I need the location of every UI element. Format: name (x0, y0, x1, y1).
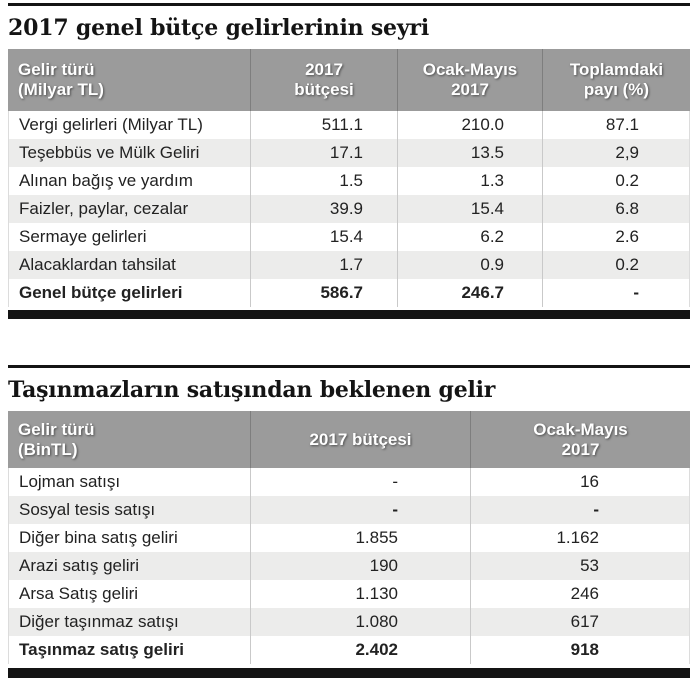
cell-value: 13.5 (397, 139, 542, 167)
row-label: Lojman satışı (19, 472, 121, 491)
cell-value: 1.080 (250, 608, 470, 636)
table-total-row: Taşınmaz satış geliri 2.402 918 (9, 636, 689, 664)
table1-header: Gelir türü (Milyar TL) 2017 bütçesi Ocak… (8, 49, 690, 111)
cell-value: 0.2 (542, 251, 689, 279)
table-total-row: Genel bütçe gelirleri 586.7 246.7 - (9, 279, 689, 307)
cell-value: 511.1 (250, 111, 397, 139)
row-label: Alınan bağış ve yardım (19, 171, 193, 190)
header-line: Ocak-Mayıs (422, 60, 518, 79)
row-label: Diğer bina satış geliri (19, 528, 178, 547)
table2-header-ocak-mayis: Ocak-Mayıs 2017 (470, 411, 690, 468)
table2-header-2017-butcesi: 2017 bütçesi (250, 411, 470, 468)
table-row: Sermaye gelirleri 15.4 6.2 2.6 (9, 223, 689, 251)
cell-value: 246.7 (397, 279, 542, 307)
table-row: Arsa Satış geliri 1.130 246 (9, 580, 689, 608)
cell-value: 1.130 (250, 580, 470, 608)
cell-value: 6.2 (397, 223, 542, 251)
header-line: 2017 (451, 80, 489, 99)
cell-value: 210.0 (397, 111, 542, 139)
header-line: Ocak-Mayıs (533, 419, 628, 439)
row-label: Genel bütçe gelirleri (19, 283, 183, 302)
row-label: Alacaklardan tahsilat (19, 255, 176, 274)
cell-value: 53 (470, 552, 689, 580)
cell-value: 586.7 (250, 279, 397, 307)
section-divider-rule (8, 365, 690, 368)
page: 2017 genel bütçe gelirlerinin seyri Geli… (0, 3, 698, 678)
header-line: payı (%) (583, 80, 650, 99)
cell-value: 39.9 (250, 195, 397, 223)
table2-header: Gelir türü (BinTL) 2017 bütçesi Ocak-May… (8, 411, 690, 468)
row-label: Taşınmaz satış geliri (19, 640, 185, 659)
cell-value: 15.4 (397, 195, 542, 223)
cell-value: 15.4 (250, 223, 397, 251)
table1-title: 2017 genel bütçe gelirlerinin seyri (8, 15, 429, 41)
row-label: Diğer taşınmaz satışı (19, 612, 179, 631)
table1-header-gelir-turu: Gelir türü (Milyar TL) (8, 49, 250, 111)
header-line: Toplamdaki (569, 60, 664, 79)
cell-value: 918 (470, 636, 689, 664)
table1-header-ocak-mayis: Ocak-Mayıs 2017 (397, 49, 542, 111)
top-rule (8, 3, 690, 6)
cell-value: 87.1 (542, 111, 689, 139)
cell-value: 1.855 (250, 524, 470, 552)
table2-title: Taşınmazların satışından beklenen gelir (8, 377, 496, 403)
table1-header-2017-butcesi: 2017 bütçesi (250, 49, 397, 111)
cell-value: 0.9 (397, 251, 542, 279)
table-row: Alacaklardan tahsilat 1.7 0.9 0.2 (9, 251, 689, 279)
table1-body: Vergi gelirleri (Milyar TL) 511.1 210.0 … (8, 111, 690, 307)
property-sales-section: Taşınmazların satışından beklenen gelir … (8, 377, 690, 678)
header-line: 2017 bütçesi (309, 429, 412, 449)
row-label: Arazi satış geliri (19, 556, 139, 575)
cell-value: 2.402 (250, 636, 470, 664)
cell-value: 2,9 (542, 139, 689, 167)
cell-value: 6.8 (542, 195, 689, 223)
table2-bottom-bar (8, 668, 690, 678)
header-line: Gelir türü (18, 60, 95, 79)
cell-value: 16 (470, 468, 689, 496)
table-row: Teşebbüs ve Mülk Geliri 17.1 13.5 2,9 (9, 139, 689, 167)
cell-value: - (250, 496, 470, 524)
cell-value: - (470, 496, 689, 524)
header-line: 2017 (305, 60, 343, 79)
cell-value: 246 (470, 580, 689, 608)
cell-value: - (250, 468, 470, 496)
table1-header-toplamdaki-payi: Toplamdaki payı (%) (542, 49, 690, 111)
cell-value: 1.162 (470, 524, 689, 552)
row-label: Faizler, paylar, cezalar (19, 199, 189, 218)
row-label: Sermaye gelirleri (19, 227, 147, 246)
row-label: Vergi gelirleri (Milyar TL) (19, 115, 203, 134)
row-label: Sosyal tesis satışı (19, 500, 156, 519)
budget-revenues-section: 2017 genel bütçe gelirlerinin seyri Geli… (8, 15, 690, 319)
row-label: Arsa Satış geliri (19, 584, 139, 603)
cell-value: 617 (470, 608, 689, 636)
table2-header-gelir-turu: Gelir türü (BinTL) (8, 411, 250, 468)
header-line: (Milyar TL) (18, 80, 104, 99)
cell-value: 1.7 (250, 251, 397, 279)
table-row: Faizler, paylar, cezalar 39.9 15.4 6.8 (9, 195, 689, 223)
cell-value: 1.3 (397, 167, 542, 195)
cell-value: 0.2 (542, 167, 689, 195)
header-line: bütçesi (294, 80, 354, 99)
table-row: Vergi gelirleri (Milyar TL) 511.1 210.0 … (9, 111, 689, 139)
table1-bottom-bar (8, 310, 690, 319)
cell-value: - (542, 279, 689, 307)
table-row: Sosyal tesis satışı - - (9, 496, 689, 524)
row-label: Teşebbüs ve Mülk Geliri (19, 143, 200, 162)
table-row: Arazi satış geliri 190 53 (9, 552, 689, 580)
table-row: Diğer taşınmaz satışı 1.080 617 (9, 608, 689, 636)
table-row: Lojman satışı - 16 (9, 468, 689, 496)
table-row: Diğer bina satış geliri 1.855 1.162 (9, 524, 689, 552)
cell-value: 1.5 (250, 167, 397, 195)
table-row: Alınan bağış ve yardım 1.5 1.3 0.2 (9, 167, 689, 195)
cell-value: 2.6 (542, 223, 689, 251)
cell-value: 190 (250, 552, 470, 580)
header-line: (BinTL) (18, 439, 78, 459)
table2-body: Lojman satışı - 16 Sosyal tesis satışı -… (8, 468, 690, 664)
header-line: 2017 (561, 439, 600, 459)
header-line: Gelir türü (18, 419, 95, 439)
cell-value: 17.1 (250, 139, 397, 167)
